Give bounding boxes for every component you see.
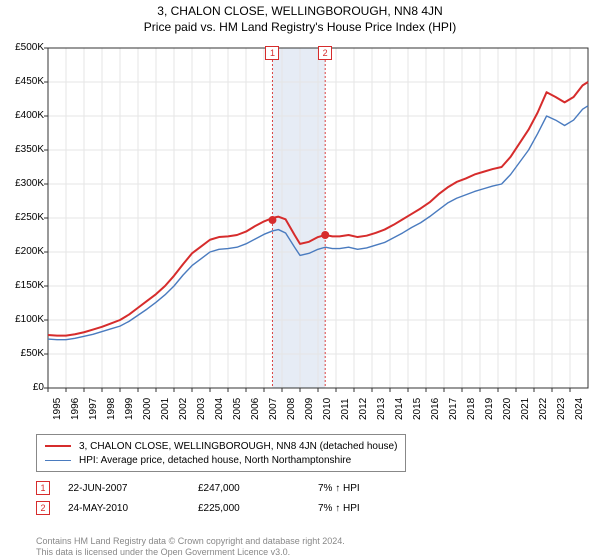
- x-tick-label: 2015: [412, 398, 423, 420]
- x-tick-label: 2007: [268, 398, 279, 420]
- chart-container: 3, CHALON CLOSE, WELLINGBOROUGH, NN8 4JN…: [0, 4, 600, 560]
- x-tick-label: 2020: [502, 398, 513, 420]
- x-tick-label: 2018: [466, 398, 477, 420]
- x-tick-label: 2009: [304, 398, 315, 420]
- x-tick-label: 2017: [448, 398, 459, 420]
- x-tick-label: 2011: [340, 398, 351, 420]
- y-tick-label: £350K: [2, 144, 44, 155]
- sale-price: £247,000: [198, 483, 318, 494]
- sale-marker-2: 2: [36, 501, 50, 515]
- legend-swatch-0: [45, 445, 71, 447]
- legend: 3, CHALON CLOSE, WELLINGBOROUGH, NN8 4JN…: [36, 434, 576, 472]
- x-tick-label: 1998: [106, 398, 117, 420]
- legend-row-series-1: HPI: Average price, detached house, Nort…: [45, 453, 397, 467]
- x-tick-label: 2021: [520, 398, 531, 420]
- x-tick-label: 2001: [160, 398, 171, 420]
- y-tick-label: £100K: [2, 314, 44, 325]
- y-tick-label: £50K: [2, 348, 44, 359]
- titles: 3, CHALON CLOSE, WELLINGBOROUGH, NN8 4JN…: [0, 4, 600, 34]
- chart-marker-2: 2: [318, 46, 332, 60]
- x-tick-label: 2010: [322, 398, 333, 420]
- x-tick-label: 2024: [574, 398, 585, 420]
- x-tick-label: 1997: [88, 398, 99, 420]
- x-tick-label: 2019: [484, 398, 495, 420]
- sale-diff: 7% ↑ HPI: [318, 483, 408, 494]
- x-tick-label: 2016: [430, 398, 441, 420]
- y-tick-label: £300K: [2, 178, 44, 189]
- sale-diff: 7% ↑ HPI: [318, 503, 408, 514]
- footer-line-1: Contains HM Land Registry data © Crown c…: [36, 536, 576, 547]
- x-tick-label: 2013: [376, 398, 387, 420]
- x-tick-label: 1995: [52, 398, 63, 420]
- sale-row: 1 22-JUN-2007£247,0007% ↑ HPI: [36, 478, 576, 498]
- chart-plot-area: 12: [48, 48, 588, 388]
- x-tick-label: 2000: [142, 398, 153, 420]
- y-tick-label: £200K: [2, 246, 44, 257]
- legend-row-series-0: 3, CHALON CLOSE, WELLINGBOROUGH, NN8 4JN…: [45, 439, 397, 453]
- x-tick-label: 2006: [250, 398, 261, 420]
- sale-date: 24-MAY-2010: [68, 503, 198, 514]
- chart-title: 3, CHALON CLOSE, WELLINGBOROUGH, NN8 4JN: [0, 4, 600, 18]
- sale-rows: 1 22-JUN-2007£247,0007% ↑ HPI 2 24-MAY-2010…: [36, 478, 576, 518]
- x-tick-label: 2008: [286, 398, 297, 420]
- x-tick-label: 2012: [358, 398, 369, 420]
- x-tick-label: 2004: [214, 398, 225, 420]
- y-tick-label: £500K: [2, 42, 44, 53]
- x-tick-label: 2005: [232, 398, 243, 420]
- x-tick-label: 2003: [196, 398, 207, 420]
- y-tick-label: £0: [2, 382, 44, 393]
- x-tick-label: 2023: [556, 398, 567, 420]
- sale-row: 2 24-MAY-2010£225,0007% ↑ HPI: [36, 498, 576, 518]
- y-tick-label: £450K: [2, 76, 44, 87]
- chart-marker-1: 1: [265, 46, 279, 60]
- y-tick-label: £150K: [2, 280, 44, 291]
- x-tick-label: 2002: [178, 398, 189, 420]
- sale-marker-1: 1: [36, 481, 50, 495]
- legend-swatch-1: [45, 460, 71, 461]
- footer-line-2: This data is licensed under the Open Gov…: [36, 547, 576, 558]
- legend-label-0: 3, CHALON CLOSE, WELLINGBOROUGH, NN8 4JN…: [79, 441, 397, 452]
- y-tick-label: £250K: [2, 212, 44, 223]
- sale-price: £225,000: [198, 503, 318, 514]
- footer: Contains HM Land Registry data © Crown c…: [36, 536, 576, 558]
- x-tick-label: 2014: [394, 398, 405, 420]
- y-tick-label: £400K: [2, 110, 44, 121]
- chart-svg: [48, 48, 588, 388]
- legend-label-1: HPI: Average price, detached house, Nort…: [79, 455, 351, 466]
- x-tick-label: 1996: [70, 398, 81, 420]
- x-tick-label: 2022: [538, 398, 549, 420]
- sale-date: 22-JUN-2007: [68, 483, 198, 494]
- legend-box: 3, CHALON CLOSE, WELLINGBOROUGH, NN8 4JN…: [36, 434, 406, 472]
- x-axis-labels: 1995 1996 1997 1998 1999 2000 2001 2002 2003 2004…: [48, 392, 588, 432]
- chart-subtitle: Price paid vs. HM Land Registry's House …: [0, 20, 600, 34]
- x-tick-label: 1999: [124, 398, 135, 420]
